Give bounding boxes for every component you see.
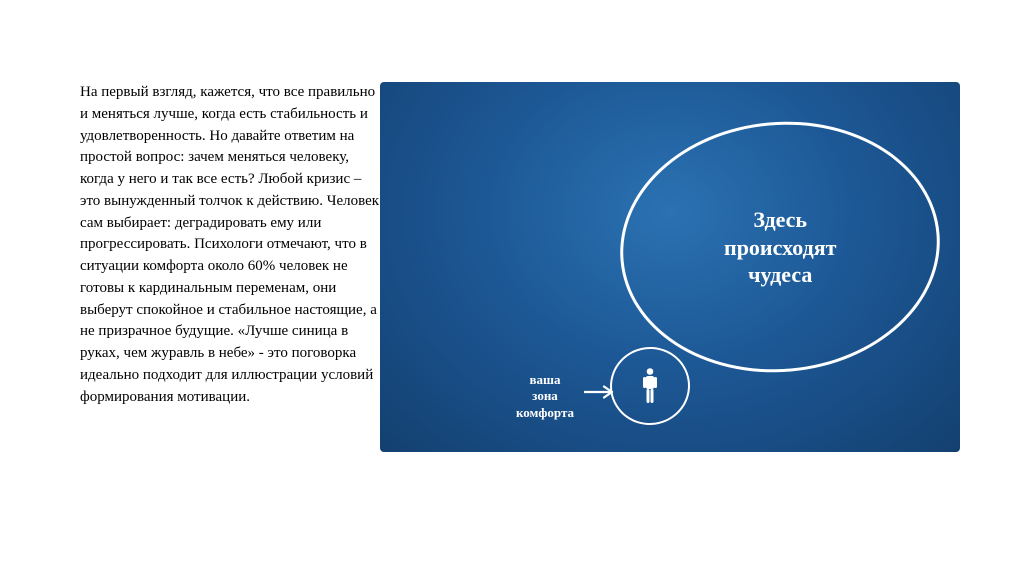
- arrow-icon: [584, 385, 618, 399]
- comfort-circle: [605, 342, 695, 430]
- body-paragraph: На первый взгляд, кажется, что все прави…: [80, 82, 380, 408]
- comfort-label: вашазонакомфорта: [500, 372, 590, 421]
- slide: На первый взгляд, кажется, что все прави…: [0, 0, 1024, 576]
- person-icon: [641, 367, 659, 405]
- miracle-circle: Здесьпроисходятчудеса: [610, 109, 951, 386]
- miracle-text: Здесьпроисходятчудеса: [724, 206, 836, 289]
- comfort-zone-graphic: Здесьпроисходятчудеса вашазонакомфорта: [380, 82, 960, 452]
